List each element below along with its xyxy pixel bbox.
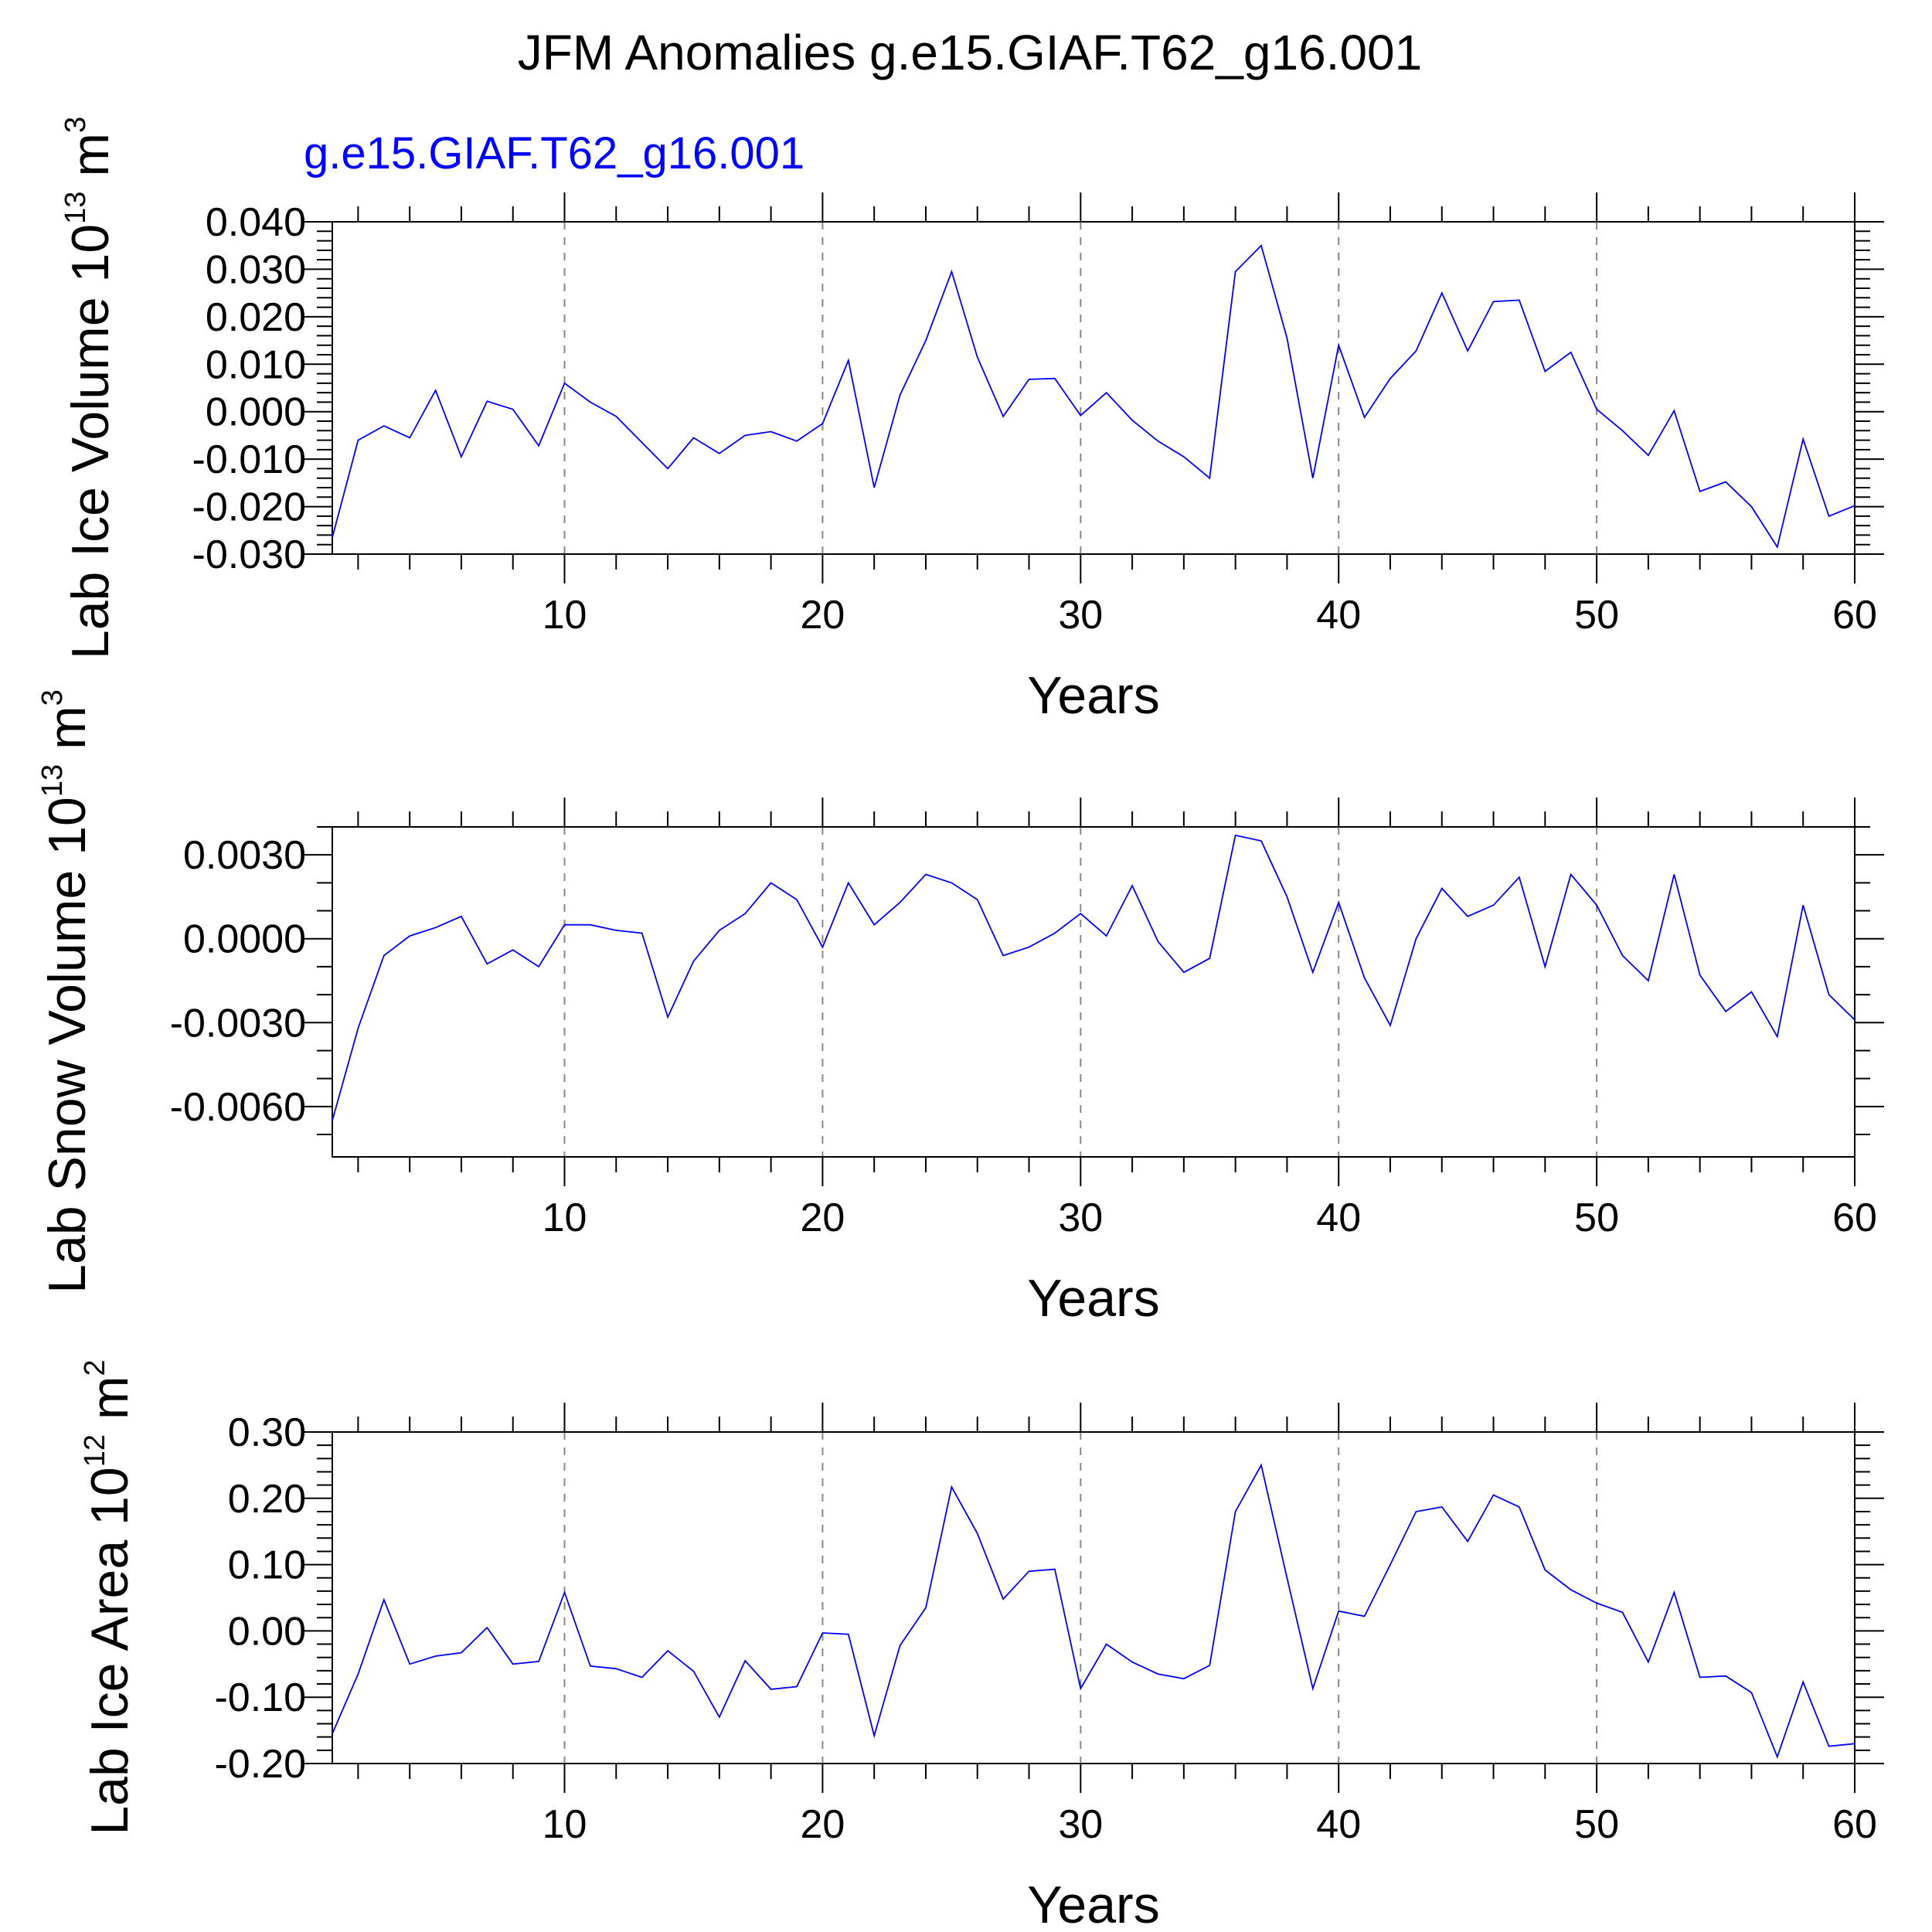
y-tick-label: 0.20 xyxy=(228,1477,306,1522)
y-axis-title: Lab Ice Area 1012 m2 xyxy=(79,1359,139,1835)
plot-frame xyxy=(332,1431,1855,1764)
y-tick-label: 0.000 xyxy=(206,390,306,435)
x-tick-label: 10 xyxy=(543,1802,587,1847)
x-tick-label: 30 xyxy=(1058,1196,1103,1240)
ice-area-panel: 10 20 30 40 50 60 -0.20 -0.10 0.00 0.10 0.20 0.30 Ye… xyxy=(79,1359,1884,1932)
x-tick-label: 50 xyxy=(1574,1196,1619,1240)
y-tick-label: -0.20 xyxy=(214,1742,306,1787)
x-tick-label: 10 xyxy=(543,593,587,638)
series-line xyxy=(332,1463,1855,1759)
x-tick-label: 20 xyxy=(800,1196,845,1240)
snow-volume-panel: 10 20 30 40 50 60 -0.0060 -0.0030 0.0000 0.0030 Ye… xyxy=(36,689,1884,1328)
x-tick-label: 50 xyxy=(1574,1802,1619,1847)
y-tick-label: 0.010 xyxy=(206,342,306,387)
y-axis-title-base: Lab Snow Volume 10 xyxy=(38,797,97,1294)
y-axis-title-unit-exponent: 3 xyxy=(60,117,92,133)
y-axis-title-exponent: 13 xyxy=(36,764,69,797)
y-tick-label: -0.0030 xyxy=(170,1001,306,1046)
y-tick-label: -0.020 xyxy=(192,485,306,530)
y-tick-label: 0.0030 xyxy=(183,833,306,878)
x-tick-label: 30 xyxy=(1058,1802,1103,1847)
x-tick-label: 20 xyxy=(800,593,845,638)
y-tick-label: 0.040 xyxy=(206,200,306,245)
x-tick-label: 60 xyxy=(1832,1196,1877,1240)
y-axis-title-base: Lab Ice Volume 10 xyxy=(61,224,120,659)
plot-frame xyxy=(332,221,1855,555)
x-tick-label: 20 xyxy=(800,1802,845,1847)
y-tick-label: 0.30 xyxy=(228,1410,306,1455)
y-tick-label: -0.10 xyxy=(214,1675,306,1720)
x-tick-label: 30 xyxy=(1058,593,1103,638)
x-tick-label: 60 xyxy=(1832,593,1877,638)
series-line xyxy=(332,243,1855,549)
x-axis-title: Years xyxy=(1027,1269,1159,1328)
y-axis-title-unit-exponent: 2 xyxy=(79,1359,111,1376)
x-tick-label: 50 xyxy=(1574,593,1619,638)
y-tick-label: 0.020 xyxy=(206,295,306,340)
x-tick-label: 40 xyxy=(1316,1802,1361,1847)
x-axis-title: Years xyxy=(1027,666,1159,725)
y-tick-label: -0.030 xyxy=(192,532,306,577)
y-axis-title: Lab Ice Volume 1013 m3 xyxy=(60,117,120,659)
y-tick-label: 0.00 xyxy=(228,1609,306,1654)
y-axis-title-exponent: 12 xyxy=(79,1434,111,1467)
y-axis-title: Lab Snow Volume 1013 m3 xyxy=(36,689,97,1294)
y-tick-label: 0.10 xyxy=(228,1543,306,1588)
y-axis-title-unit: m xyxy=(61,133,120,192)
x-axis-title: Years xyxy=(1027,1876,1159,1932)
x-tick-label: 10 xyxy=(543,1196,587,1240)
main-title: JFM Anomalies g.e15.GIAF.T62_g16.001 xyxy=(518,25,1422,80)
series-line xyxy=(332,834,1855,1121)
y-axis-title-unit: m xyxy=(38,706,97,764)
panel-subtitle: g.e15.GIAF.T62_g16.001 xyxy=(304,128,804,179)
y-axis-title-base: Lab Ice Area 10 xyxy=(80,1467,139,1835)
y-tick-label: -0.0060 xyxy=(170,1085,306,1130)
y-axis-title-exponent: 13 xyxy=(60,192,92,224)
y-axis-title-unit: m xyxy=(80,1376,139,1434)
x-tick-label: 40 xyxy=(1316,593,1361,638)
y-tick-label: 0.0000 xyxy=(183,917,306,962)
y-axis-title-unit-exponent: 3 xyxy=(36,689,69,706)
y-tick-label: 0.030 xyxy=(206,247,306,292)
y-tick-label: -0.010 xyxy=(192,437,306,482)
x-tick-label: 40 xyxy=(1316,1196,1361,1240)
x-tick-label: 60 xyxy=(1832,1802,1877,1847)
plot-frame xyxy=(332,826,1855,1158)
ice-volume-panel: 10 20 30 40 50 60 -0.030-0.020-0.0100.0000.010… xyxy=(60,117,1884,725)
